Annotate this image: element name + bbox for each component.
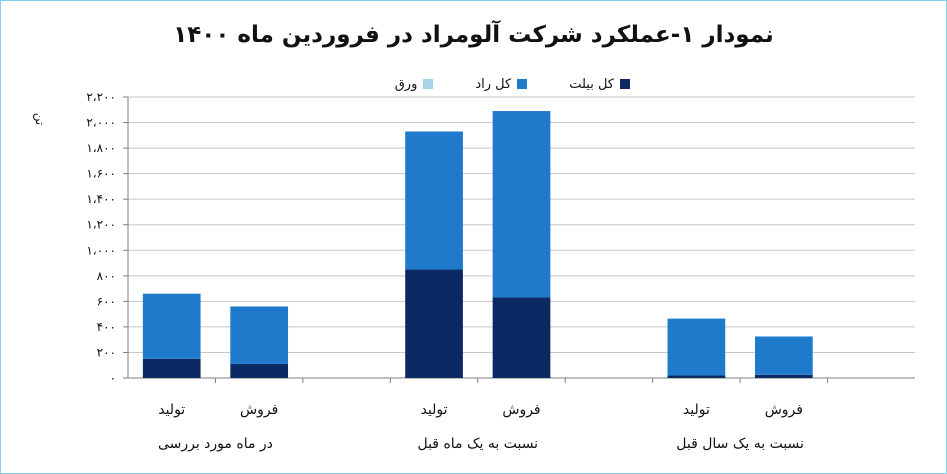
x-category-label: فروش — [765, 402, 803, 418]
bar-segment — [405, 269, 463, 378]
legend: کل بیلت کل راد ورق — [360, 74, 630, 94]
legend-label-sheet: ورق — [394, 76, 418, 92]
legend-label-rod: کل راد — [475, 76, 512, 92]
bar-segment — [492, 111, 551, 298]
y-tick-label: ۱،۸۰۰ — [86, 141, 116, 155]
y-tick-label: ۲۰۰ — [97, 345, 116, 359]
y-tick-label: ۸۰۰ — [97, 269, 116, 283]
legend-label-billet: کل بیلت — [569, 76, 614, 92]
bar-segment — [230, 306, 289, 364]
y-tick-label: ۲،۰۰۰ — [86, 116, 116, 130]
x-category-label: تولید — [683, 402, 710, 418]
bar-segment — [667, 375, 726, 378]
bar-segment — [405, 131, 463, 270]
bar-segment — [230, 363, 289, 378]
bar-segment — [142, 293, 201, 359]
y-tick-label: ۱،۲۰۰ — [86, 218, 116, 232]
x-category-label: فروش — [240, 402, 278, 418]
bar-segment — [667, 318, 726, 376]
bar-segment — [492, 297, 551, 378]
y-tick-label: ۰ — [110, 371, 116, 385]
bar-segment — [754, 374, 813, 378]
x-group-label: نسبت به یک ماه قبل — [417, 436, 538, 452]
x-group-label: در ماه مورد بررسی — [158, 436, 273, 452]
legend-item-billet: کل بیلت — [569, 77, 630, 92]
legend-item-sheet: ورق — [395, 77, 434, 92]
x-category-label: فروش — [502, 402, 540, 418]
legend-swatch-sheet — [423, 79, 434, 89]
chart-title: نمودار ۱-عملکرد شرکت آلومراد در فروردین … — [173, 22, 774, 48]
y-tick-label: ۱،۶۰۰ — [86, 167, 116, 181]
bar-segment — [142, 358, 201, 378]
bar-segment — [754, 336, 813, 375]
legend-item-rod: کل راد — [475, 76, 528, 92]
x-category-label: تولید — [158, 402, 185, 418]
y-tick-label: ۱،۰۰۰ — [86, 243, 116, 257]
legend-swatch-billet — [620, 79, 630, 89]
y-tick-label: ۴۰۰ — [97, 320, 116, 334]
legend-swatch-rod — [517, 79, 528, 89]
y-tick-label: ۶۰۰ — [97, 294, 116, 308]
y-tick-label: ۲،۲۰۰ — [86, 90, 116, 104]
x-category-label: تولید — [421, 402, 448, 418]
x-group-label: نسبت به یک سال قبل — [676, 436, 804, 452]
y-tick-label: ۱،۴۰۰ — [86, 192, 116, 206]
